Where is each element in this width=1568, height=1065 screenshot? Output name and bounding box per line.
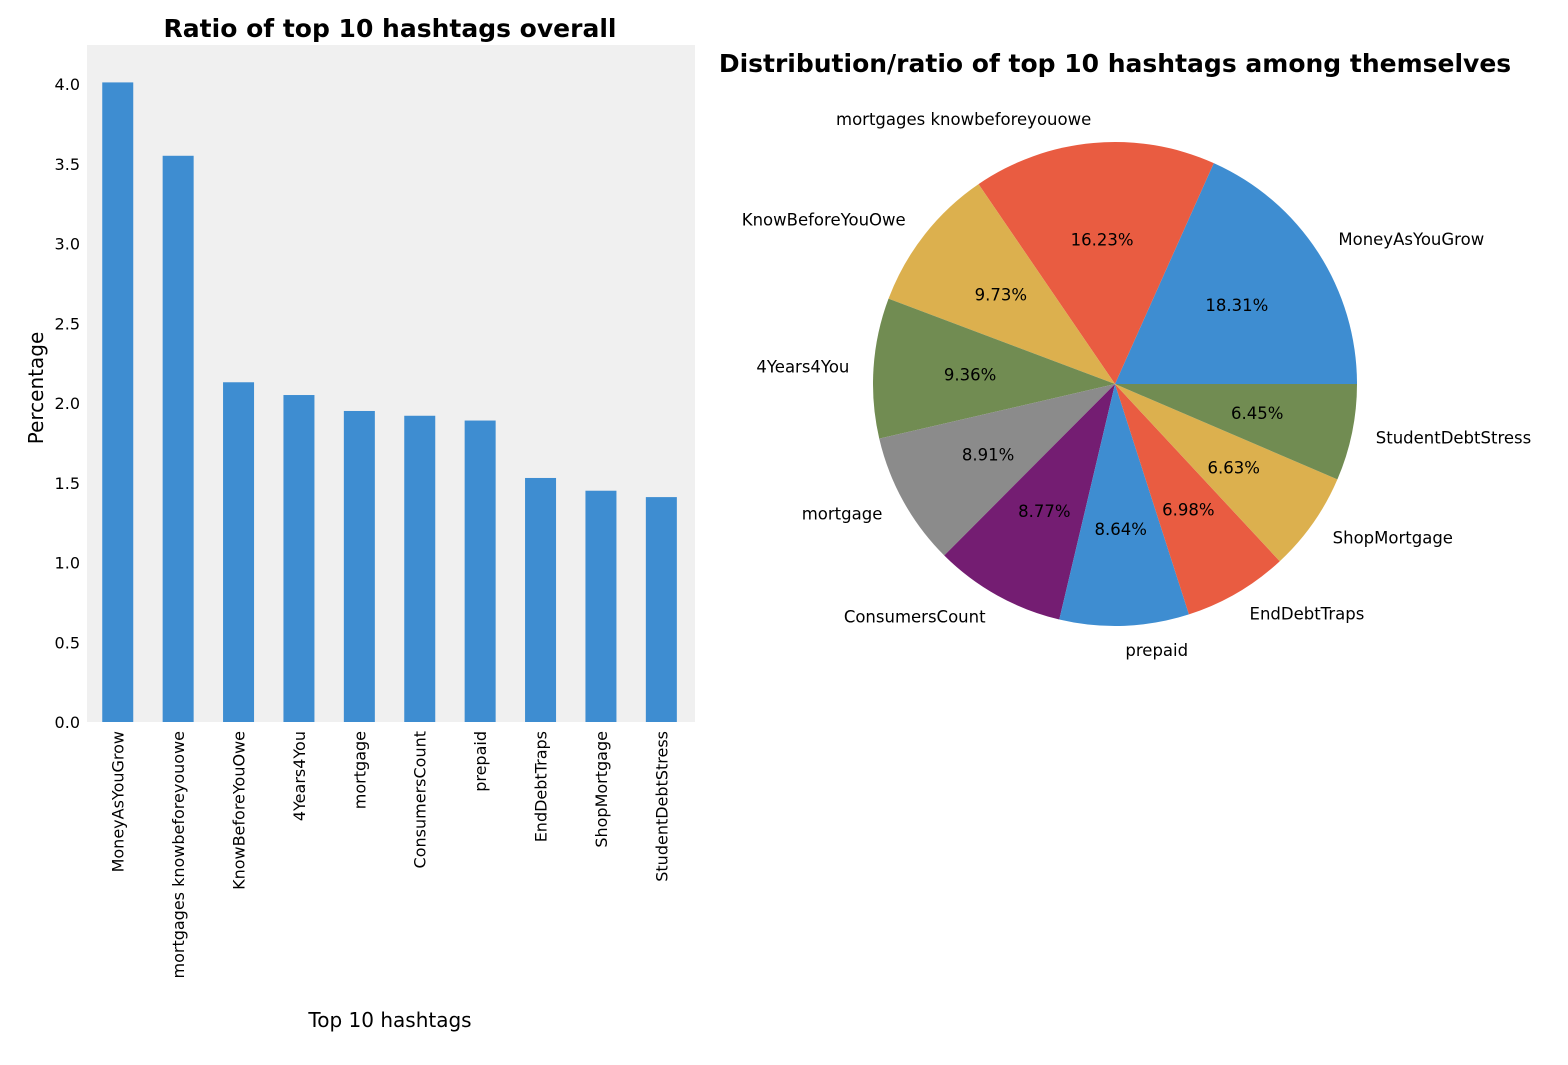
bar-moneyasyougrow [102,82,134,722]
bar-x-tick-label: mortgages knowbeforeyouowe [169,731,188,979]
bar-y-ticks: 0.0 0.5 1.0 1.5 2.0 2.5 3.0 3.5 4.0 [55,75,80,732]
bar-x-tick-label: MoneyAsYouGrow [109,731,128,872]
bar-y-tick-label: 3.5 [55,155,80,174]
pie-label: mortgage [802,504,883,523]
bar-x-axis-label: Top 10 hashtags [307,1008,471,1032]
pie-slices [873,142,1357,626]
bar-y-tick-label: 1.0 [55,554,80,573]
bar-y-tick-label: 3.0 [55,235,80,254]
pie-chart-title: Distribution/ratio of top 10 hashtags am… [719,49,1511,78]
bar-x-tick-label: 4Years4You [290,731,309,821]
pie-label: StudentDebtStress [1376,429,1531,448]
bar-chart: Ratio of top 10 hashtags overall 0.0 0.5 1… [24,14,695,1032]
pie-label: ConsumersCount [844,608,986,627]
bar-enddebttraps [525,477,557,722]
bar-prepaid [464,420,496,722]
bar-studentdebtstress [645,497,677,722]
pie-percent-label: 8.64% [1094,520,1146,539]
bar-y-tick-label: 0.0 [55,713,80,732]
pie-percent-label: 6.98% [1162,500,1214,519]
bar-y-tick-label: 1.5 [55,474,80,493]
pie-label: ShopMortgage [1333,528,1453,547]
bar-x-tick-label: prepaid [471,731,490,792]
bar-mortgages-knowbeforeyouowe [162,155,194,722]
pie-percent-label: 16.23% [1071,230,1134,249]
bar-mortgage [343,410,375,722]
bar-x-tick-label: mortgage [350,731,369,809]
bar-x-ticks: MoneyAsYouGrow mortgages knowbeforeyouowe… [109,731,672,979]
pie-percent-label: 9.73% [975,285,1027,304]
bar-y-tick-label: 4.0 [55,75,80,94]
bar-y-axis-label: Percentage [24,332,48,445]
pie-slice-enddebttraps [1115,384,1280,615]
bar-x-tick-label: StudentDebtStress [652,731,671,882]
pie-label: mortgages knowbeforeyouowe [836,110,1091,129]
bar-bars [102,82,677,722]
pie-slice-prepaid [1059,384,1189,626]
pie-percent-label: 9.36% [944,365,996,384]
bar-knowbeforeyouowe [223,382,255,722]
pie-labels: MoneyAsYouGrow mortgages knowbeforeyouowe… [742,110,1531,660]
pie-slice-shopmortgage [1115,384,1338,562]
bar-x-tick-label: EndDebtTraps [532,731,551,842]
bar-y-tick-label: 2.5 [55,314,80,333]
pie-percent-label: 6.63% [1208,459,1260,478]
pie-label: KnowBeforeYouOwe [742,211,906,230]
pie-percent-label: 8.77% [1018,502,1070,521]
bar-chart-title: Ratio of top 10 hashtags overall [164,14,617,43]
bar-x-tick-label: ShopMortgage [592,731,611,848]
pie-chart: Distribution/ratio of top 10 hashtags am… [719,49,1531,660]
pie-label: 4Years4You [756,357,849,376]
pie-slice-4years4you [873,298,1115,439]
bar-y-tick-label: 0.5 [55,633,80,652]
pie-slice-moneyasyougrow [1115,163,1357,384]
bar-4years4you [283,395,315,722]
bar-shopmortgage [585,490,617,722]
pie-slice-mortgages-knowbeforeyouowe [978,142,1214,384]
pie-label: MoneyAsYouGrow [1338,230,1484,249]
pie-slice-consumerscount [944,384,1115,620]
bar-y-tick-label: 2.0 [55,394,80,413]
pie-percent-label: 6.45% [1231,404,1283,423]
bar-consumerscount [404,415,436,722]
pie-percent-label: 8.91% [962,446,1014,465]
pie-slice-studentdebtstress [1115,384,1357,480]
bar-x-tick-label: KnowBeforeYouOwe [230,731,249,890]
pie-percent-labels: 18.31% 16.23% 9.73% 9.36% 8.91% 8.77% 8.64% 6.9… [944,230,1284,539]
pie-slice-knowbeforeyouowe [888,184,1115,384]
pie-label: EndDebtTraps [1250,605,1365,624]
pie-slice-mortgage [879,384,1115,556]
bar-x-tick-label: ConsumersCount [411,731,430,868]
pie-percent-label: 18.31% [1205,296,1268,315]
pie-label: prepaid [1125,641,1188,660]
